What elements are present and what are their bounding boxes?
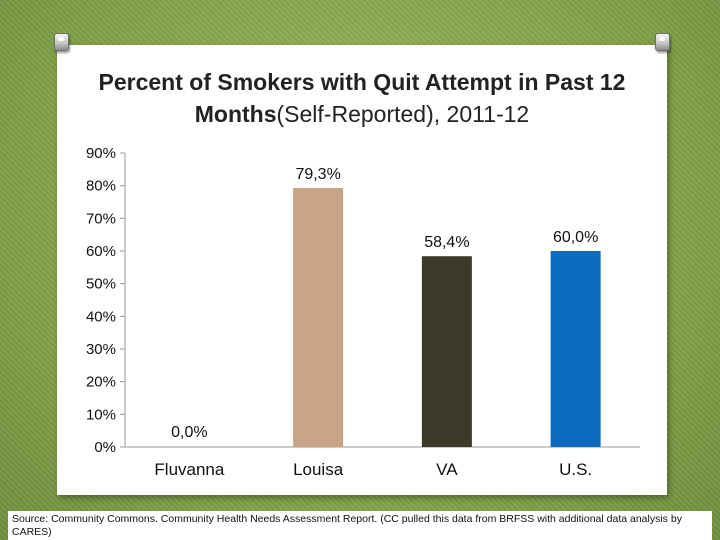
y-tick-label: 40% (86, 308, 116, 325)
y-tick-label: 90% (86, 145, 116, 162)
chart-title-subtitle: (Self-Reported), 2011-12 (276, 101, 530, 127)
y-tick-label: 0% (94, 439, 116, 456)
category-label: VA (436, 460, 458, 479)
chart-title-main: Percent of Smokers with Quit Attempt in … (98, 69, 626, 127)
y-tick-label: 60% (86, 243, 116, 260)
bar-va (421, 256, 472, 447)
y-tick-label: 50% (86, 276, 116, 293)
chart-title: Percent of Smokers with Quit Attempt in … (57, 66, 667, 130)
data-label: 60,0% (553, 229, 598, 246)
data-label: 0,0% (171, 424, 207, 441)
y-tick-label: 80% (86, 178, 116, 195)
pushpin-icon (54, 33, 69, 51)
source-note: Source: Community Commons. Community Hea… (8, 511, 712, 540)
y-tick-label: 20% (86, 374, 116, 391)
category-label: U.S. (559, 460, 592, 479)
y-tick-label: 10% (86, 406, 116, 423)
pushpin-icon (655, 33, 670, 51)
y-tick-label: 70% (86, 210, 116, 227)
data-label: 58,4% (424, 234, 469, 251)
bar-louisa (293, 187, 344, 447)
category-label: Fluvanna (154, 460, 224, 479)
y-tick-label: 30% (86, 341, 116, 358)
data-label: 79,3% (295, 166, 340, 183)
category-label: Louisa (293, 460, 344, 479)
bar-us (550, 251, 601, 447)
